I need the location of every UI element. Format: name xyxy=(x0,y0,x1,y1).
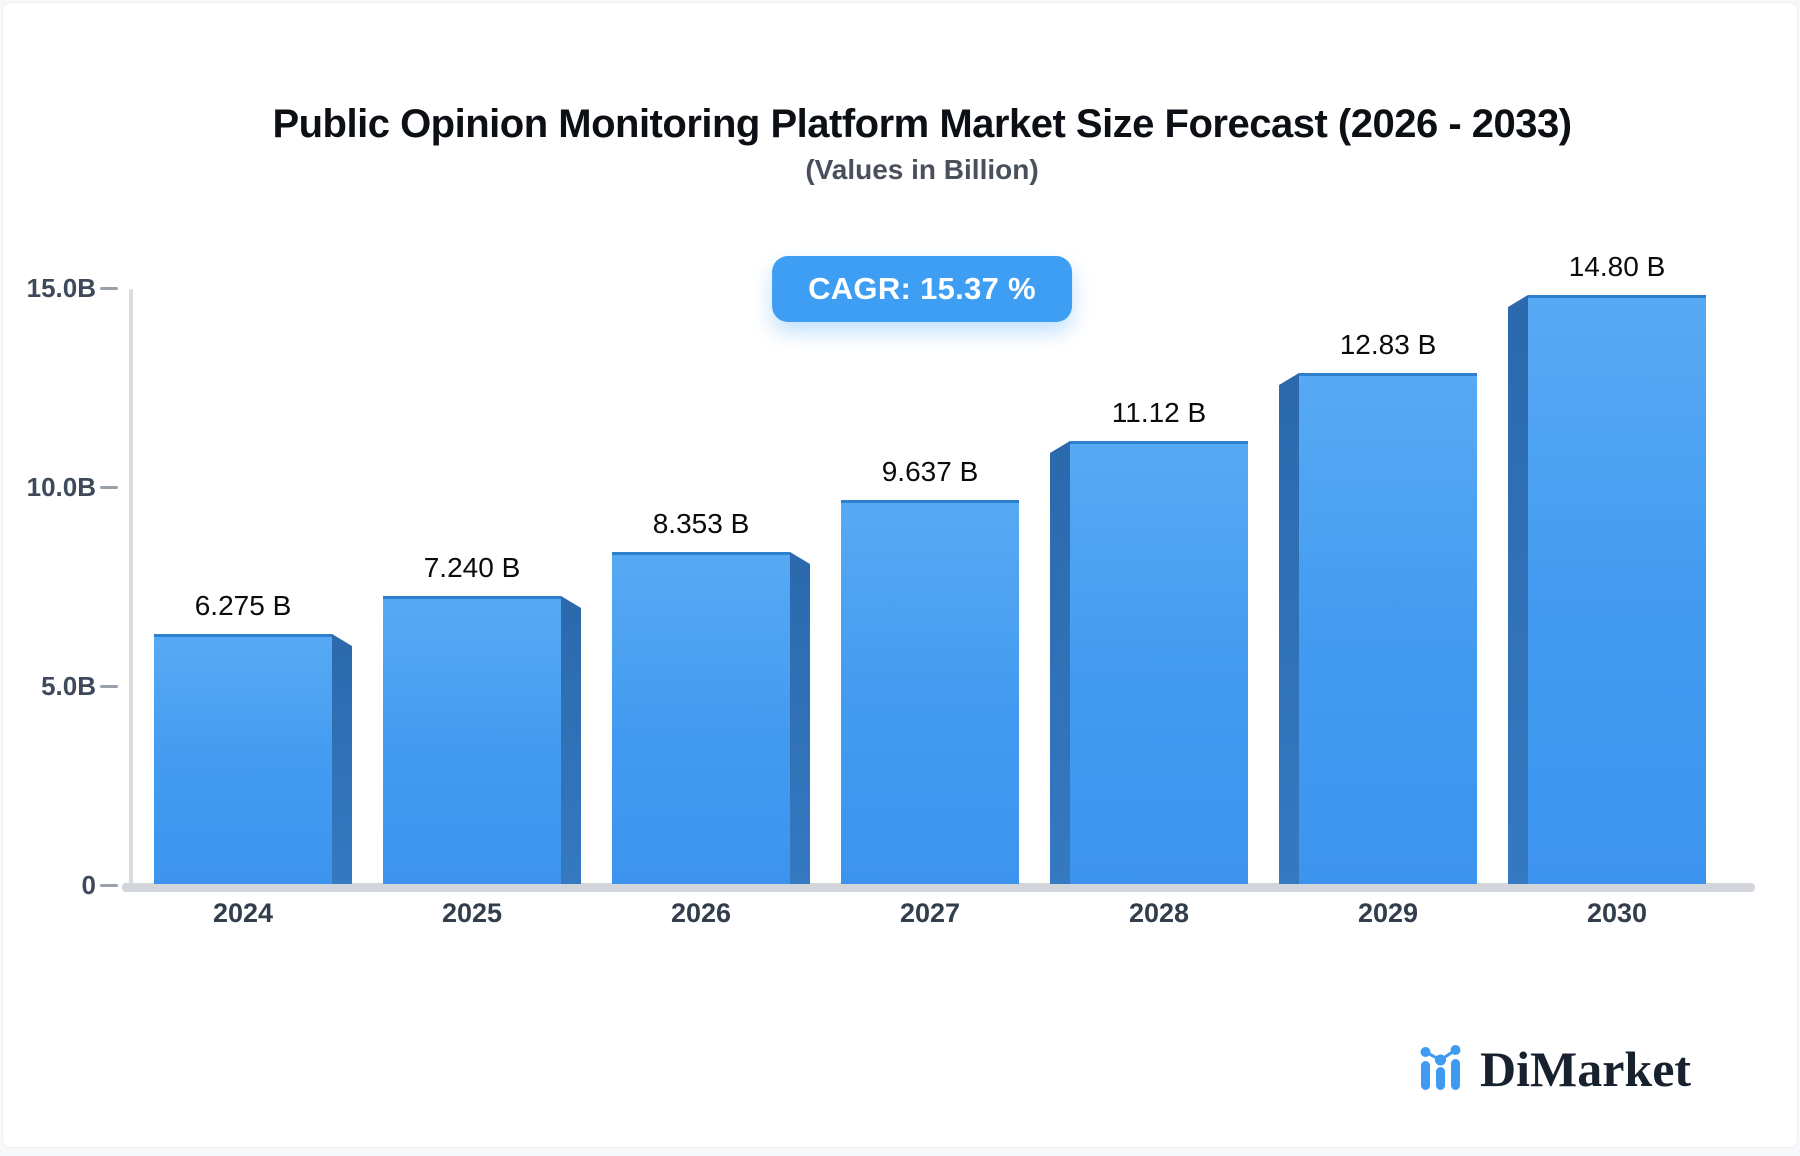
y-axis-tick-label: 0 xyxy=(81,870,96,900)
x-axis-category-label: 2029 xyxy=(1357,898,1419,928)
x-axis-category-label: 2024 xyxy=(212,898,274,928)
y-axis-tick-label: 15.0B xyxy=(26,273,96,303)
x-axis-category-label: 2026 xyxy=(670,898,732,928)
bar-2026 xyxy=(612,552,790,884)
bar-value-label: 12.83 B xyxy=(1339,329,1437,360)
bar-side-face xyxy=(332,634,352,884)
y-axis-tick xyxy=(100,486,118,489)
bar-value-label: 6.275 B xyxy=(194,590,292,621)
chart-title: Public Opinion Monitoring Platform Marke… xyxy=(272,102,1572,146)
y-axis-tick-label: 5.0B xyxy=(41,671,96,701)
bar-side-face xyxy=(790,552,810,884)
bar-2028 xyxy=(1070,441,1248,884)
bar-line-chart-icon xyxy=(1420,1045,1461,1090)
y-axis-line xyxy=(129,289,133,887)
y-axis-tick xyxy=(100,287,118,290)
bar-2029 xyxy=(1299,373,1477,884)
brand-name: DiMarket xyxy=(1480,1041,1692,1097)
chart-subtitle: (Values in Billion) xyxy=(805,154,1039,185)
bar-side-face xyxy=(1050,441,1070,884)
bar-value-label: 8.353 B xyxy=(652,508,750,539)
x-axis-category-label: 2025 xyxy=(441,898,503,928)
x-axis-category-label: 2027 xyxy=(899,898,961,928)
y-axis-tick xyxy=(100,884,118,887)
bar-side-face xyxy=(561,596,581,884)
bar-2024 xyxy=(154,634,332,884)
bar-side-face xyxy=(1279,373,1299,884)
y-axis-tick xyxy=(100,685,118,688)
bar-value-label: 7.240 B xyxy=(423,552,521,583)
y-axis-tick-label: 10.0B xyxy=(26,472,96,502)
x-axis-category-label: 2030 xyxy=(1586,898,1648,928)
bar-side-face xyxy=(1508,295,1528,884)
bar-value-label: 14.80 B xyxy=(1568,251,1666,282)
brand-logo: DiMarket xyxy=(1418,1040,1692,1097)
bar-2027 xyxy=(841,500,1019,884)
bar-value-label: 11.12 B xyxy=(1111,397,1207,428)
cagr-badge: CAGR: 15.37 % xyxy=(772,256,1072,322)
x-axis-baseline xyxy=(122,883,1755,892)
bar-2030 xyxy=(1528,295,1706,884)
bar-value-label: 9.637 B xyxy=(881,456,979,487)
bar-2025 xyxy=(383,596,561,884)
x-axis-category-label: 2028 xyxy=(1128,898,1190,928)
